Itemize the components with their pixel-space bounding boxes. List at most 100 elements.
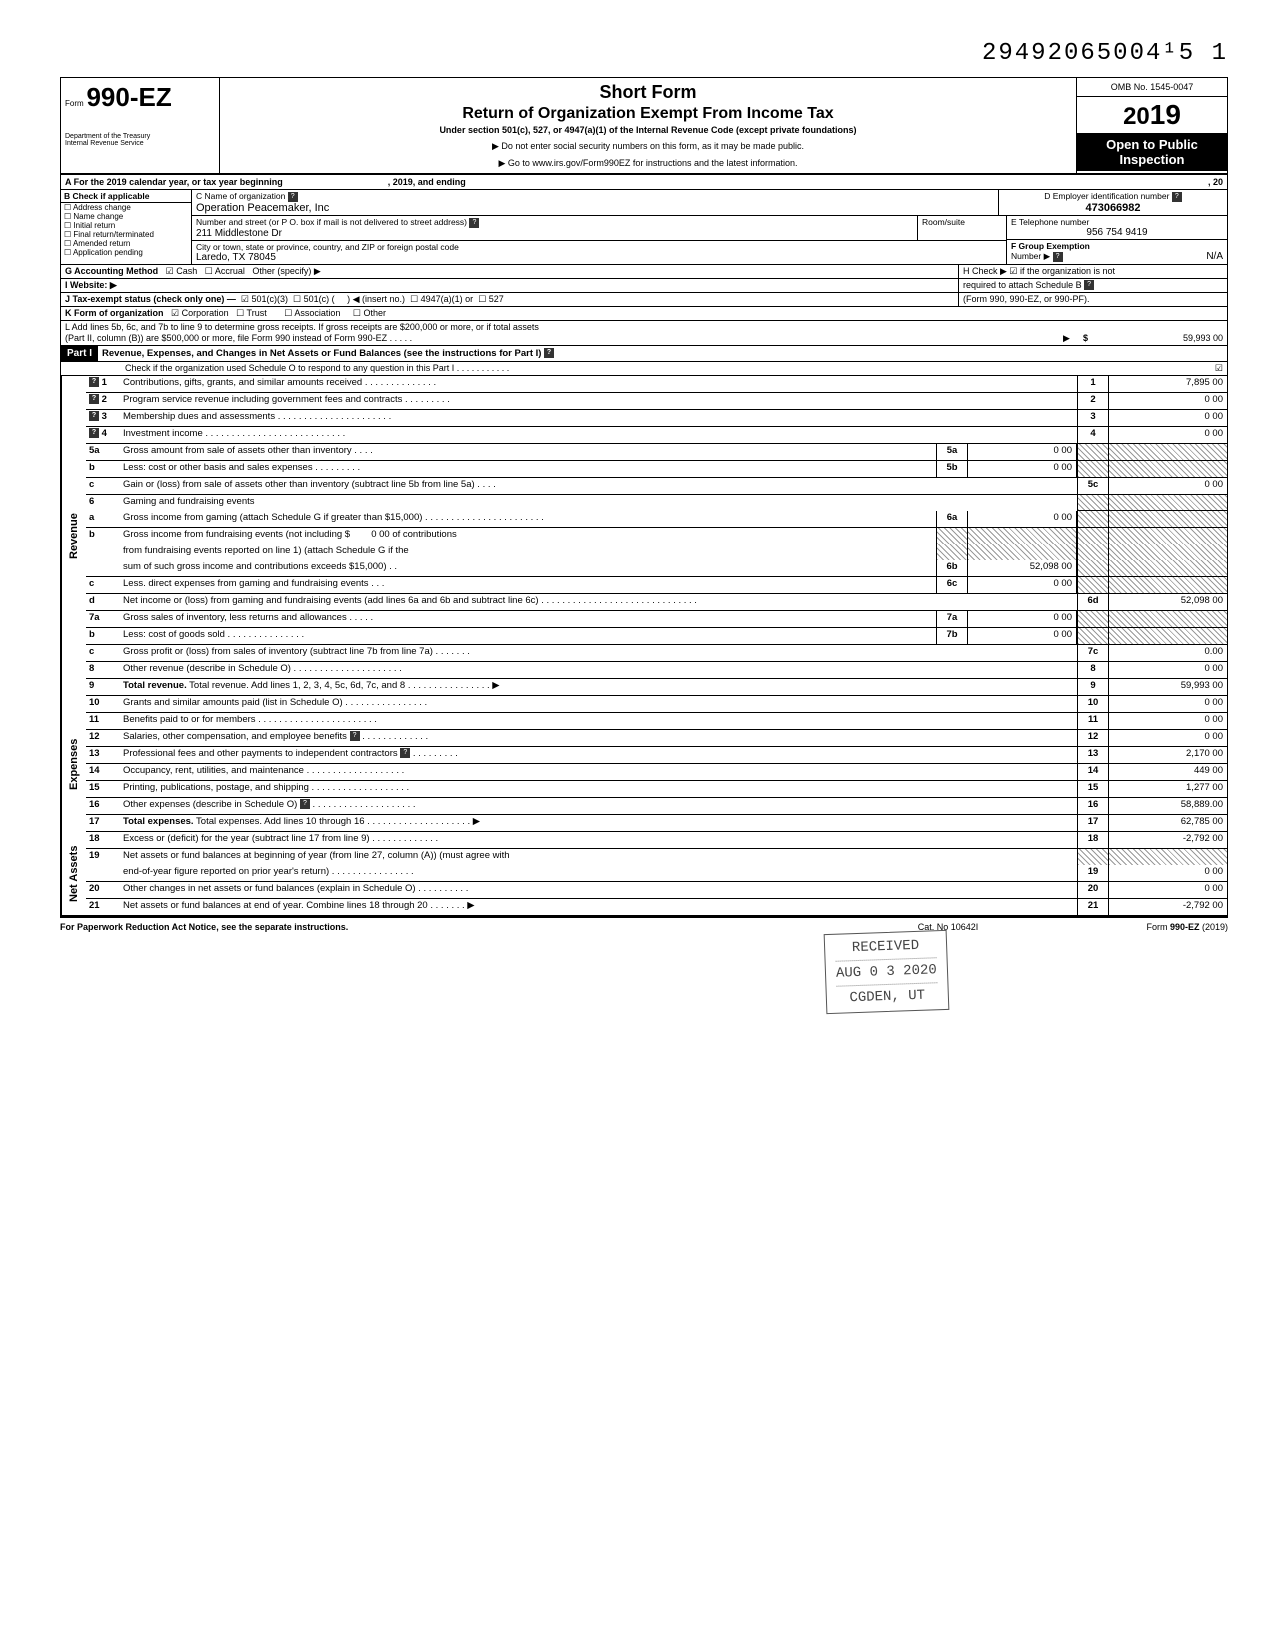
c-label: C Name of organization (196, 191, 285, 201)
help-icon[interactable]: ? (350, 731, 360, 741)
footer-catno: Cat. No 10642I (848, 922, 1048, 932)
row-a-calendar-year: A For the 2019 calendar year, or tax yea… (61, 175, 1227, 190)
header-center: Short Form Return of Organization Exempt… (220, 78, 1076, 173)
help-icon[interactable]: ? (89, 428, 99, 438)
line-5b-inum: 5b (936, 461, 968, 477)
row-g: G Accounting Method Cash Accrual Other (… (61, 265, 958, 278)
row-h2: required to attach Schedule B ? (958, 279, 1227, 292)
chk-association[interactable]: Association (284, 308, 340, 318)
chk-cash[interactable]: Cash (166, 266, 198, 276)
shaded-cell (1077, 511, 1109, 527)
line-7b-iamt: 0 00 (968, 628, 1077, 644)
chk-corporation[interactable]: Corporation (171, 308, 229, 318)
chk-trust[interactable]: Trust (236, 308, 267, 318)
h-line1: H Check ▶ ☑ if the organization is not (963, 266, 1115, 276)
field-street: Number and street (or P O. box if mail i… (192, 216, 917, 240)
line-19-2: end-of-year figure reported on prior yea… (86, 865, 1227, 882)
chk-address-change[interactable]: Address change (61, 203, 191, 212)
form-number: 990-EZ (86, 82, 171, 112)
schedule-o-check: Check if the organization used Schedule … (61, 362, 1227, 376)
footer-form-year: (2019) (1199, 922, 1228, 932)
shaded-cell (1109, 628, 1227, 644)
field-city: City or town, state or province, country… (192, 241, 1006, 264)
help-icon[interactable]: ? (89, 394, 99, 404)
subtitle: Under section 501(c), 527, or 4947(a)(1)… (228, 125, 1068, 135)
line-6b-desc1: Gross income from fundraising events (no… (120, 528, 936, 544)
help-icon[interactable]: ? (300, 799, 310, 809)
f-value: N/A (1206, 251, 1223, 262)
shaded-cell (1077, 577, 1109, 593)
chk-501c3[interactable]: 501(c)(3) (241, 294, 288, 304)
row-a-left: A For the 2019 calendar year, or tax yea… (65, 177, 283, 187)
help-icon[interactable]: ? (89, 411, 99, 421)
line-6b-3: sum of such gross income and contributio… (86, 560, 1227, 577)
page-footer: For Paperwork Reduction Act Notice, see … (60, 918, 1228, 932)
help-icon[interactable]: ? (1053, 252, 1063, 262)
shaded-cell (968, 528, 1077, 544)
line-17: 17Total expenses. Total expenses. Add li… (86, 815, 1227, 832)
line-7c: c Gross profit or (loss) from sales of i… (86, 645, 1227, 662)
chk-4947[interactable]: 4947(a)(1) or (410, 294, 473, 304)
l-amount: 59,993 00 (1103, 333, 1223, 344)
chk-accrual[interactable]: Accrual (205, 266, 245, 276)
line-18-amt: -2,792 00 (1109, 832, 1227, 848)
chk-other-org[interactable]: Other (353, 308, 386, 318)
footer-form: Form 990-EZ (2019) (1048, 922, 1228, 932)
line-5a: 5a Gross amount from sale of assets othe… (86, 444, 1227, 461)
help-icon[interactable]: ? (400, 748, 410, 758)
line-7c-num: 7c (1077, 645, 1109, 661)
line-2-amt: 0 00 (1109, 393, 1227, 409)
otp-line1: Open to Public (1081, 137, 1223, 152)
line-4-num: 4 (1077, 427, 1109, 443)
open-to-public: Open to Public Inspection (1077, 133, 1227, 171)
shaded-cell (1109, 461, 1227, 477)
chk-initial-return[interactable]: Initial return (61, 221, 191, 230)
chk-final-return[interactable]: Final return/terminated (61, 230, 191, 239)
shaded-cell (1109, 611, 1227, 627)
line-19-1: 19Net assets or fund balances at beginni… (86, 849, 1227, 865)
chk-amended-return[interactable]: Amended return (61, 239, 191, 248)
line-16-num: 16 (1077, 798, 1109, 814)
line-8: 8 Other revenue (describe in Schedule O)… (86, 662, 1227, 679)
street-label: Number and street (or P O. box if mail i… (196, 217, 467, 227)
line-13-num: 13 (1077, 747, 1109, 763)
line-20-num: 20 (1077, 882, 1109, 898)
d-value: 473066982 (1003, 202, 1223, 214)
shaded-cell (936, 528, 968, 544)
shaded-cell (1109, 495, 1227, 511)
line-10-num: 10 (1077, 696, 1109, 712)
check-o-box[interactable]: ☑ (1203, 363, 1223, 374)
name-ein-row: C Name of organization ? Operation Peace… (192, 190, 1227, 216)
help-icon[interactable]: ? (288, 192, 298, 202)
otp-line2: Inspection (1081, 152, 1223, 167)
help-icon[interactable]: ? (1172, 192, 1182, 202)
chk-name-change[interactable]: Name change (61, 212, 191, 221)
k-label: K Form of organization (65, 308, 164, 318)
l-dollar: $ (1083, 333, 1103, 344)
field-e-phone: E Telephone number 956 754 9419 (1007, 216, 1227, 240)
row-a-mid: , 2019, and ending (388, 177, 466, 187)
part1-header-row: Part I Revenue, Expenses, and Changes in… (61, 346, 1227, 362)
chk-527[interactable]: 527 (478, 294, 504, 304)
line-5a-iamt: 0 00 (968, 444, 1077, 460)
line-6b-desc3: sum of such gross income and contributio… (120, 560, 936, 576)
line-15-num: 15 (1077, 781, 1109, 797)
line-6b-2: from fundraising events reported on line… (86, 544, 1227, 560)
header-right: OMB No. 1545-0047 2019 Open to Public In… (1076, 78, 1227, 173)
line-7a-inum: 7a (936, 611, 968, 627)
help-icon[interactable]: ? (89, 377, 99, 387)
help-icon[interactable]: ? (469, 218, 479, 228)
chk-501c[interactable]: 501(c) ( (293, 294, 335, 304)
help-icon[interactable]: ? (544, 348, 554, 358)
line-4-amt: 0 00 (1109, 427, 1227, 443)
chk-application-pending[interactable]: Application pending (61, 248, 191, 257)
line-5b-iamt: 0 00 (968, 461, 1077, 477)
line-6-desc: Gaming and fundraising events (120, 495, 1077, 511)
line-20-amt: 0 00 (1109, 882, 1227, 898)
line-17-desc: Total expenses. Add lines 10 through 16 … (196, 816, 480, 827)
line-7c-amt: 0.00 (1109, 645, 1227, 661)
help-icon[interactable]: ? (1084, 280, 1094, 290)
line-7b: b Less: cost of goods sold . . . . . . .… (86, 628, 1227, 645)
line-10: 10Grants and similar amounts paid (list … (86, 696, 1227, 713)
line-6a: a Gross income from gaming (attach Sched… (86, 511, 1227, 528)
